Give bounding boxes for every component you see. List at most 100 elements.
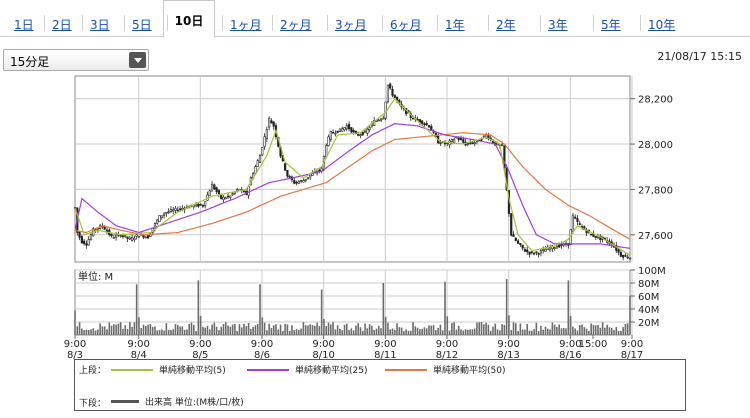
candle-body: [229, 195, 232, 198]
tab-5年[interactable]: 5年: [601, 18, 621, 32]
tab-1年[interactable]: 1年: [445, 18, 465, 32]
interval-select-value: 15分足: [10, 55, 50, 69]
volume-bar: [231, 324, 234, 335]
volume-bar: [117, 323, 120, 335]
volume-bar: [154, 326, 156, 335]
volume-bar: [186, 329, 188, 335]
tab-divider: [488, 15, 489, 31]
volume-bar: [195, 331, 197, 335]
volume-bar: [512, 322, 515, 335]
volume-bar: [97, 329, 99, 335]
volume-bar: [192, 325, 195, 335]
candle-body: [537, 253, 540, 255]
volume-bar: [302, 322, 305, 335]
candle-body: [258, 155, 262, 163]
volume-bar: [601, 322, 604, 335]
volume-bar: [544, 326, 547, 335]
tab-1日[interactable]: 1日: [14, 18, 34, 32]
timestamp: 21/08/17 15:15: [657, 50, 742, 63]
volume-bar: [391, 328, 394, 335]
x-tick-date: 8/12: [436, 350, 458, 360]
volume-bar: [387, 322, 389, 335]
candle-body: [459, 137, 463, 141]
tab-2ヶ月[interactable]: 2ヶ月: [280, 18, 312, 32]
volume-bar: [583, 327, 586, 335]
tab-3年[interactable]: 3年: [548, 18, 568, 32]
x-tick-time: 9:00: [374, 339, 396, 350]
candle-body: [516, 240, 520, 244]
volume-bar: [590, 323, 592, 335]
candle-body: [544, 249, 547, 252]
ma50-swatch: [385, 369, 427, 371]
volume-bar: [78, 322, 81, 335]
candle-body: [423, 123, 426, 126]
candle-body: [553, 247, 556, 249]
volume-bar: [597, 324, 599, 335]
candle-body: [535, 251, 538, 254]
chevron-down-icon[interactable]: [129, 52, 146, 68]
volume-bar: [528, 330, 531, 335]
volume-bar: [99, 323, 101, 335]
candle-body: [242, 190, 246, 193]
volume-bar: [444, 281, 446, 335]
volume-bar: [291, 325, 293, 335]
volume-bar: [87, 330, 90, 335]
candle-body: [153, 223, 157, 229]
candle-body: [103, 226, 106, 230]
volume-bar: [115, 324, 117, 335]
volume-bar: [113, 324, 115, 335]
candle-body: [628, 257, 632, 260]
volume-bar: [540, 325, 542, 335]
volume-bar: [124, 325, 127, 335]
volume-bar: [549, 329, 551, 335]
ma25-line: [74, 122, 631, 249]
tab-3日[interactable]: 3日: [90, 18, 110, 32]
volume-bar: [277, 329, 280, 335]
legend-volume: 出来高 単位:(M株/口/枚): [145, 398, 244, 408]
tab-3ヶ月[interactable]: 3ヶ月: [335, 18, 367, 32]
candle-body: [471, 142, 474, 145]
volume-bar: [389, 329, 391, 335]
volume-bar: [222, 324, 225, 335]
volume-bar: [416, 327, 419, 335]
volume-bar: [419, 329, 421, 335]
candle-body: [158, 215, 161, 223]
tab-2日[interactable]: 2日: [52, 18, 72, 32]
volume-bar: [460, 329, 462, 335]
volume-bar: [163, 330, 165, 335]
tab-2年[interactable]: 2年: [496, 18, 516, 32]
volume-bar: [396, 323, 398, 335]
volume-bar: [569, 315, 572, 335]
tab-5日[interactable]: 5日: [132, 18, 152, 32]
tab-6ヶ月[interactable]: 6ヶ月: [390, 18, 422, 32]
volume-bar: [613, 330, 615, 335]
volume-bar: [307, 325, 309, 335]
volume-bar: [238, 324, 241, 335]
volume-bar: [218, 330, 220, 335]
volume-bar: [560, 328, 563, 335]
volume-bar: [229, 326, 232, 335]
interval-select[interactable]: 15分足: [3, 49, 149, 71]
tab-10日[interactable]: 10日: [163, 0, 215, 38]
tab-10年[interactable]: 10年: [648, 18, 676, 32]
volume-bar: [606, 324, 608, 335]
volume-bar: [510, 330, 513, 335]
volume-bar: [437, 327, 439, 335]
volume-bar: [530, 330, 533, 335]
candle-body: [78, 231, 81, 238]
candle-body: [265, 129, 268, 139]
tab-1ヶ月[interactable]: 1ヶ月: [230, 18, 262, 32]
volume-bar: [339, 328, 341, 335]
volume-bar: [142, 324, 145, 335]
volume-tick-label: 40M: [638, 305, 659, 316]
volume-bar: [629, 296, 631, 335]
volume-bar: [85, 329, 88, 335]
volume-bar: [279, 324, 282, 335]
volume-bar: [622, 327, 624, 335]
volume-bar: [272, 325, 275, 335]
volume-bar: [304, 325, 307, 335]
candle-body: [144, 236, 147, 239]
volume-bar: [90, 329, 92, 335]
volume-bar: [576, 330, 579, 335]
candle-body: [594, 236, 597, 238]
